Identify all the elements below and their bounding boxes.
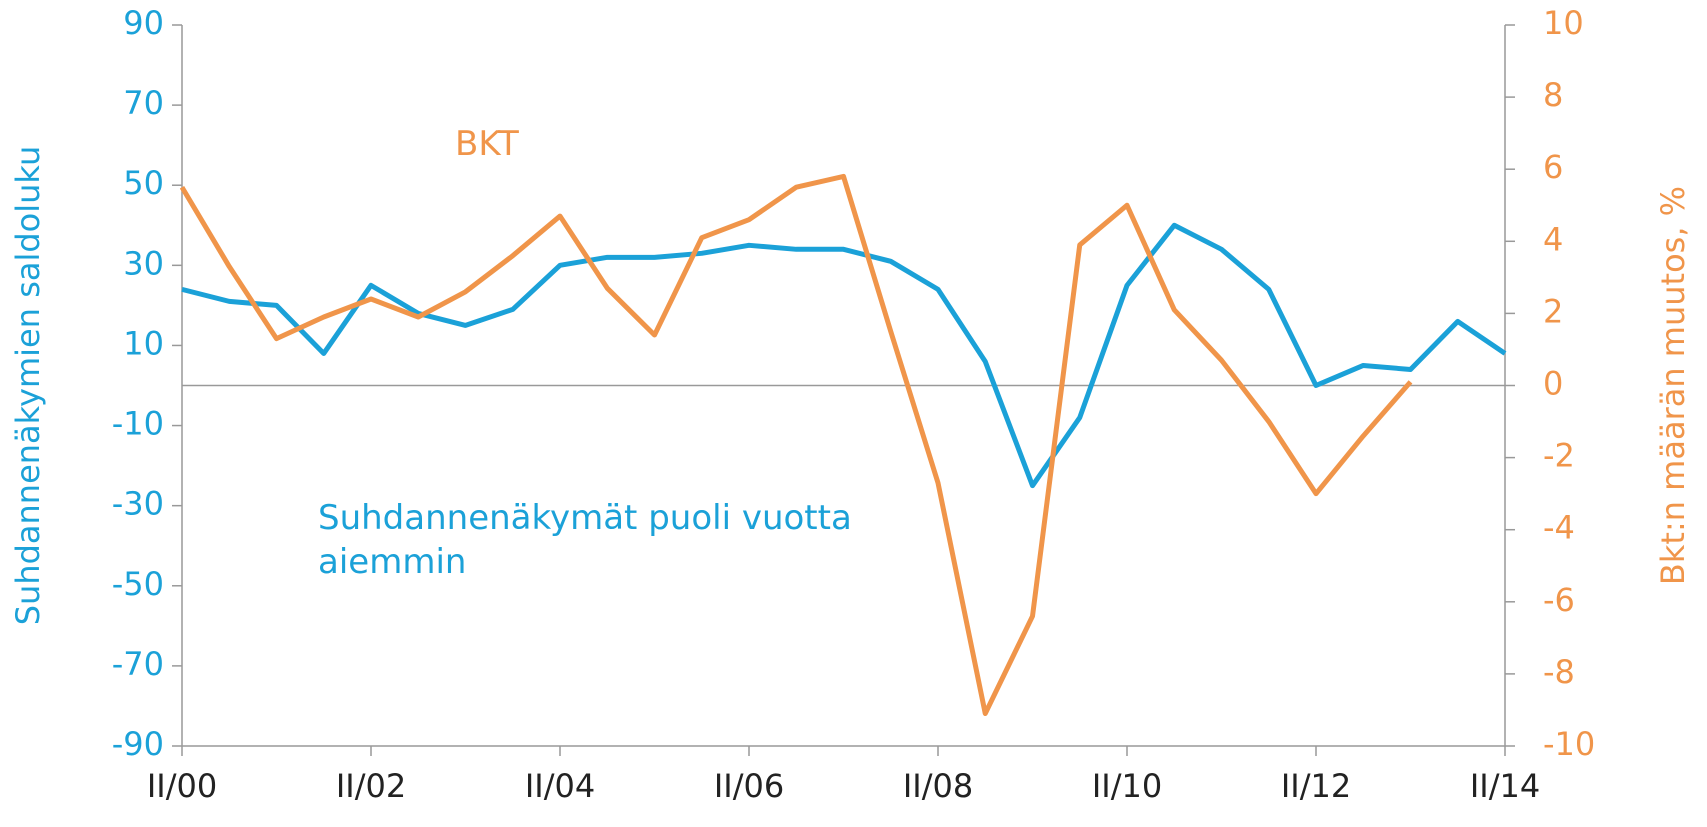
y-axis-label: Suhdannenäkymien saldoluku bbox=[9, 146, 47, 626]
y-tick-label: -50 bbox=[112, 565, 164, 603]
y2-tick-label: -8 bbox=[1543, 653, 1575, 691]
x-tick-label: II/08 bbox=[903, 767, 973, 805]
series-annotation: BKT bbox=[455, 124, 519, 164]
y2-tick-label: 2 bbox=[1543, 292, 1563, 330]
x-tick-label: II/12 bbox=[1281, 767, 1351, 805]
y2-tick-label: 10 bbox=[1543, 4, 1584, 42]
x-tick-label: II/06 bbox=[714, 767, 784, 805]
x-tick-label: II/00 bbox=[147, 767, 217, 805]
y-tick-label: -70 bbox=[112, 645, 164, 683]
y-tick-label: 50 bbox=[123, 164, 164, 202]
y-tick-label: 90 bbox=[123, 4, 164, 42]
y2-tick-label: -6 bbox=[1543, 581, 1575, 619]
x-tick-label: II/10 bbox=[1092, 767, 1162, 805]
x-tick-label: II/14 bbox=[1470, 767, 1540, 805]
y2-tick-label: -4 bbox=[1543, 509, 1575, 547]
y2-tick-label: 6 bbox=[1543, 148, 1563, 186]
x-tick-label: II/02 bbox=[336, 767, 406, 805]
x-tick-label: II/04 bbox=[525, 767, 595, 805]
y2-axis-label: Bkt:n määrän muutos, % bbox=[1654, 186, 1692, 585]
y2-tick-label: 0 bbox=[1543, 365, 1563, 403]
y2-tick-label: -10 bbox=[1543, 725, 1595, 763]
y2-tick-label: -2 bbox=[1543, 437, 1575, 475]
y-tick-label: -30 bbox=[112, 485, 164, 523]
y-tick-label: -90 bbox=[112, 725, 164, 763]
series-line bbox=[181, 222, 1507, 489]
y-tick-label: 30 bbox=[123, 244, 164, 282]
y-tick-label: 10 bbox=[123, 324, 164, 362]
series-annotation: Suhdannenäkymät puoli vuotta aiemmin bbox=[318, 498, 852, 582]
y-tick-label: 70 bbox=[123, 84, 164, 122]
y-tick-label: -10 bbox=[112, 405, 164, 443]
y2-tick-label: 8 bbox=[1543, 76, 1563, 114]
series-line bbox=[179, 173, 1413, 717]
y2-tick-label: 4 bbox=[1543, 220, 1563, 258]
